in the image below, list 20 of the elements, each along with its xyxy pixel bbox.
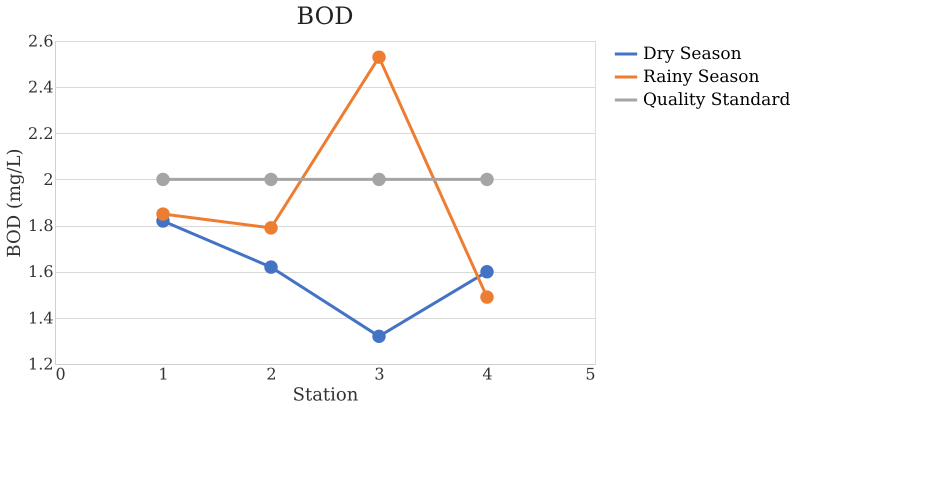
y-tick-label: 2.4: [28, 78, 54, 97]
x-tick-label: 3: [374, 364, 385, 384]
y-tick-label: 1.2: [28, 354, 54, 374]
legend-label: Dry Season: [643, 44, 742, 64]
legend-label: Rainy Season: [643, 67, 760, 87]
y-tick-label: 2.6: [28, 32, 54, 50]
x-tick-label: 4: [482, 364, 493, 384]
y-tick-label: 2.2: [28, 124, 54, 143]
x-tick-label: 0: [56, 364, 66, 384]
y-tick-label: 1.8: [28, 216, 54, 236]
y-axis-title: BOD (mg/L): [4, 148, 26, 258]
chart-title: BOD: [296, 2, 354, 30]
y-tick-label: 2: [43, 170, 54, 189]
x-tick-label: 1: [158, 364, 169, 384]
x-tick-label: 5: [585, 364, 596, 384]
x-tick-label: 2: [266, 364, 277, 384]
y-tick-label: 1.6: [28, 262, 54, 282]
x-axis-title: Station: [292, 384, 359, 406]
y-tick-label: 1.4: [28, 308, 54, 328]
legend-label: Quality Standard: [643, 90, 790, 110]
